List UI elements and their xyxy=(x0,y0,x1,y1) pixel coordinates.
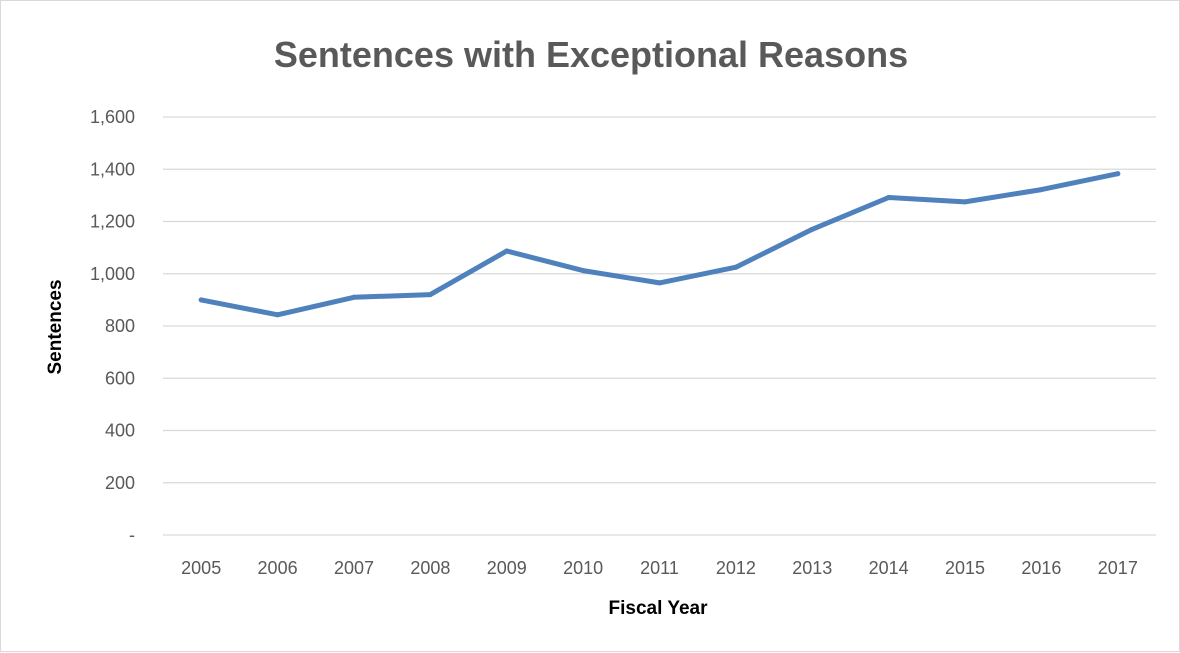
data-point xyxy=(351,294,357,300)
series-line xyxy=(198,171,1121,318)
y-tick-label: 800 xyxy=(105,316,135,336)
data-point xyxy=(198,297,204,303)
data-point xyxy=(427,292,433,298)
x-tick-label: 2012 xyxy=(716,558,756,578)
data-point xyxy=(1038,187,1044,193)
data-point xyxy=(275,312,281,318)
y-tick-label: 400 xyxy=(105,421,135,441)
x-tick-label: 2013 xyxy=(792,558,832,578)
x-tick-label: 2010 xyxy=(563,558,603,578)
gridlines xyxy=(163,116,1156,536)
y-tick-label: 1,000 xyxy=(90,264,135,284)
y-tick-label: 1,200 xyxy=(90,212,135,232)
y-tick-label: - xyxy=(129,525,135,545)
y-tick-label: 1,400 xyxy=(90,159,135,179)
series-layer xyxy=(198,171,1121,318)
x-tick-label: 2011 xyxy=(640,558,679,578)
data-point xyxy=(1115,171,1121,177)
data-point xyxy=(809,226,815,232)
y-axis-ticks: - 200 400 600 800 1,000 1,200 1,400 1,600 xyxy=(90,107,135,545)
x-tick-label: 2008 xyxy=(410,558,450,578)
data-point xyxy=(504,248,510,254)
x-tick-label: 2007 xyxy=(334,558,374,578)
x-tick-label: 2009 xyxy=(487,558,527,578)
x-tick-label: 2017 xyxy=(1098,558,1138,578)
x-tick-label: 2016 xyxy=(1021,558,1061,578)
x-tick-label: 2005 xyxy=(181,558,221,578)
x-tick-label: 2006 xyxy=(258,558,298,578)
y-tick-label: 200 xyxy=(105,473,135,493)
data-point xyxy=(733,264,739,270)
y-tick-label: 600 xyxy=(105,368,135,388)
y-axis-label: Sentences xyxy=(45,279,66,374)
x-axis-ticks: 2005 2006 2007 2008 2009 2010 2011 2012 2013 2014… xyxy=(181,558,1138,578)
x-tick-label: 2014 xyxy=(869,558,909,578)
y-tick-label: 1,600 xyxy=(90,107,135,127)
data-point xyxy=(657,280,662,286)
x-axis-label: Fiscal Year xyxy=(609,598,709,619)
x-tick-label: 2015 xyxy=(945,558,985,578)
data-point xyxy=(580,268,586,274)
data-point xyxy=(886,194,892,200)
data-point xyxy=(962,199,968,205)
chart-title: Sentences with Exceptional Reasons xyxy=(274,34,908,75)
